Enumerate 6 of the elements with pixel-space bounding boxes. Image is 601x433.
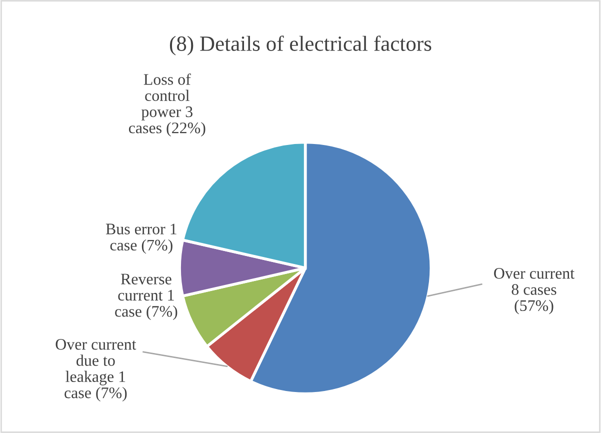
slice-label: Bus error 1 case (7%) bbox=[106, 224, 176, 254]
slice-label: Over current 8 cases (57%) bbox=[494, 268, 574, 314]
slice-label: Loss of control power 3 cases (22%) bbox=[128, 73, 206, 137]
chart-title: (8) Details of electrical factors bbox=[170, 36, 432, 56]
slice-label: Over current due to leakage 1 case (7%) bbox=[56, 339, 136, 402]
slice-label: Reverse current 1 case (7%) bbox=[115, 274, 178, 320]
